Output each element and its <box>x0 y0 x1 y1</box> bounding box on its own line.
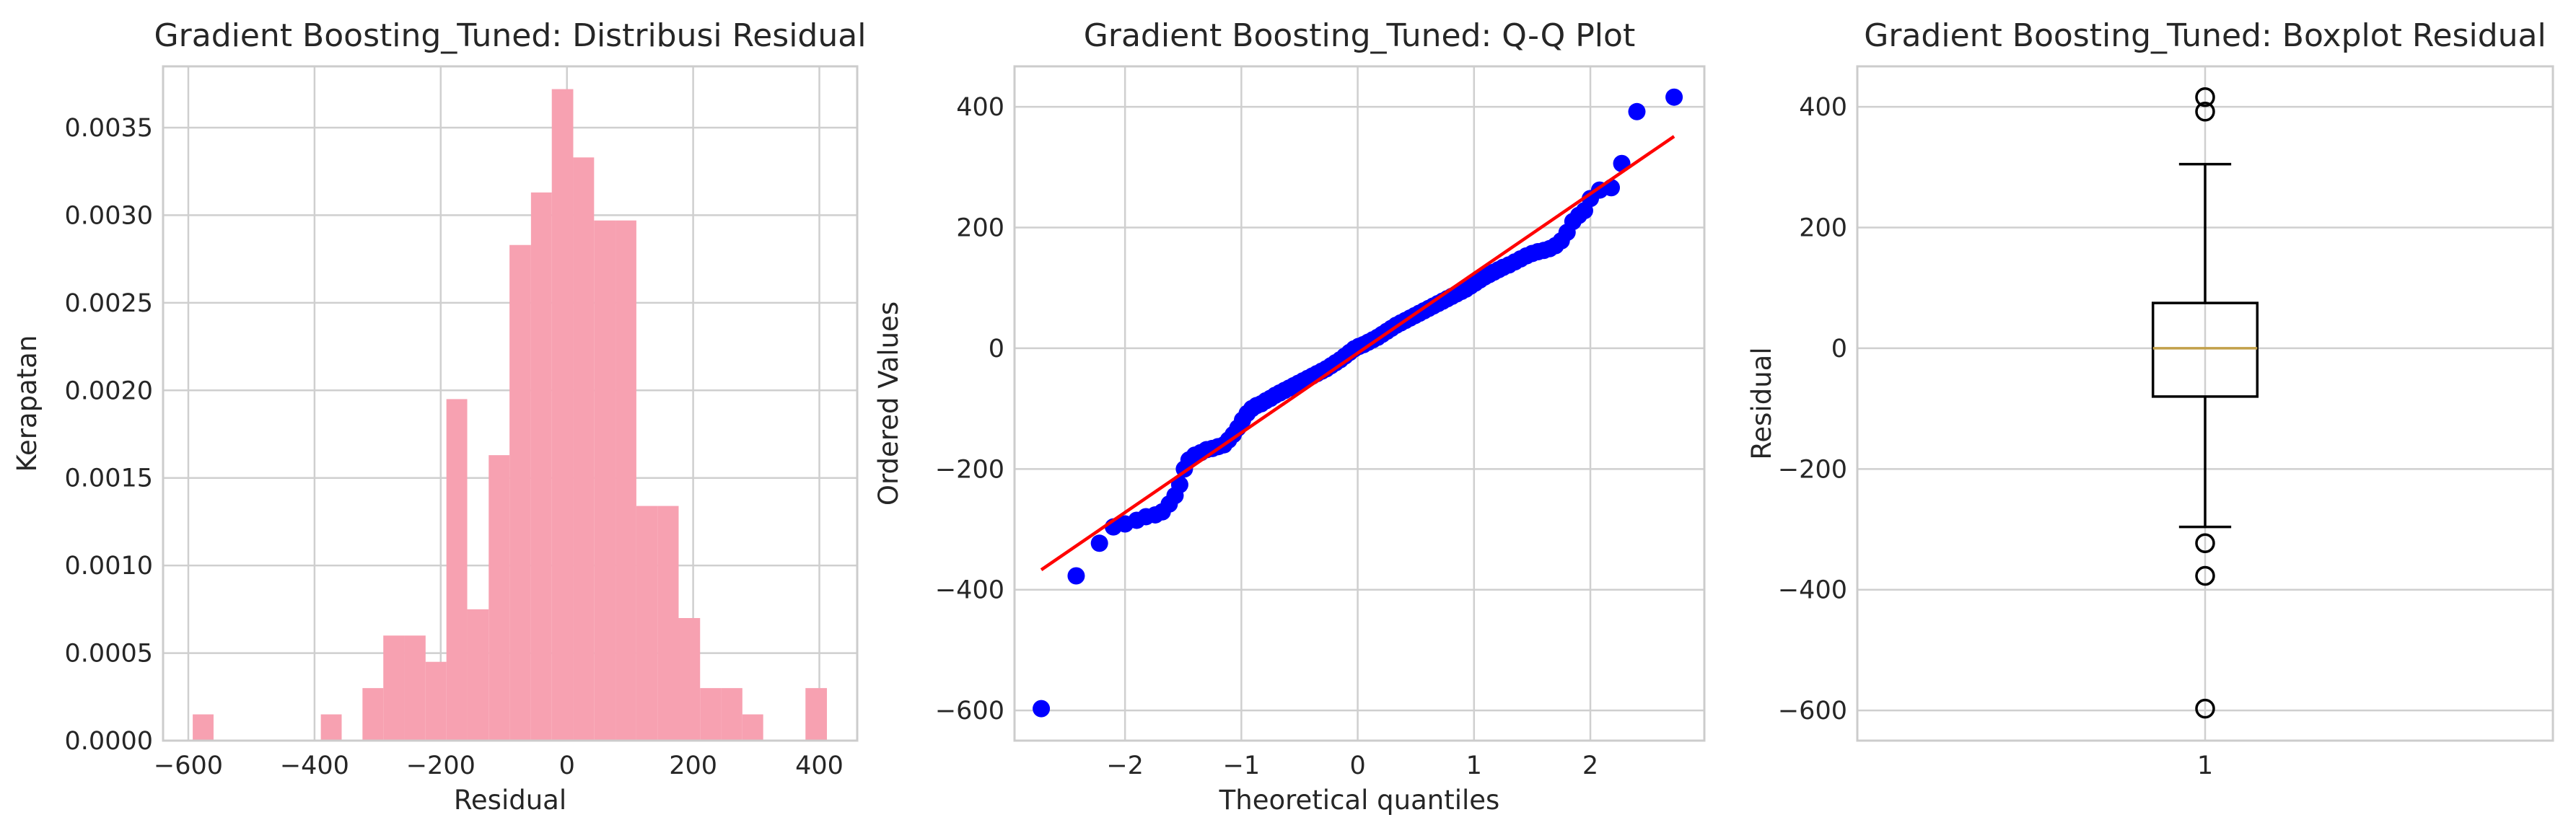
box-iqr <box>2151 301 2259 398</box>
y-tick-label: 0.0010 <box>65 552 153 581</box>
y-tick-label: 0.0015 <box>65 464 153 493</box>
y-tick-label: 0.0000 <box>65 727 153 756</box>
histogram-bar <box>678 618 701 741</box>
qq-point <box>1033 700 1051 718</box>
histogram-bar <box>383 635 405 741</box>
histogram-bar <box>362 688 384 741</box>
x-axis-label: Residual <box>454 785 566 816</box>
histogram-bar <box>636 506 658 741</box>
y-tick-label: 200 <box>956 213 1004 242</box>
x-tick-label: 1 <box>1466 751 1482 780</box>
histogram-bar <box>425 661 447 741</box>
y-tick-label: −400 <box>935 576 1004 605</box>
chart-title: Gradient Boosting_Tuned: Distribusi Resi… <box>154 17 867 54</box>
outlier-point <box>2195 533 2215 554</box>
x-tick-label: −2 <box>1106 751 1144 780</box>
histogram-bar <box>530 192 552 741</box>
x-tick-label: 400 <box>795 751 844 780</box>
histogram-bar <box>721 688 742 741</box>
y-tick-label: 0.0005 <box>65 640 153 669</box>
qq-plot-panel: −2 −1 0 1 2 −600 −400 −200 0 200 400 Gradient Boost… <box>873 17 1706 816</box>
y-tick-label: 0 <box>989 335 1004 363</box>
outlier-point <box>2195 102 2215 122</box>
y-tick-label: 0.0030 <box>65 201 153 230</box>
outlier-point <box>2195 698 2215 719</box>
histogram-bar <box>805 688 828 741</box>
histogram-bar <box>489 455 510 741</box>
y-tick-label: 400 <box>956 93 1004 122</box>
histogram-bar <box>467 609 489 741</box>
y-tick-label: 0.0035 <box>65 114 153 143</box>
y-tick-label: 200 <box>1799 213 1847 242</box>
axes-frame <box>1856 65 2554 742</box>
qq-point <box>1090 534 1108 552</box>
y-axis-label: Kerapatan <box>12 335 43 472</box>
x-tick-label: −400 <box>280 751 349 780</box>
y-tick-label: −400 <box>1778 576 1847 605</box>
x-tick-label: 2 <box>1582 751 1598 780</box>
y-tick-label: −600 <box>1778 697 1847 725</box>
histogram-bar <box>320 714 342 741</box>
x-tick-label: −600 <box>154 751 223 780</box>
histogram-bar <box>446 399 468 741</box>
histogram-bar <box>657 506 679 741</box>
qq-point <box>1170 476 1188 494</box>
y-tick-label: 0.0025 <box>65 289 153 318</box>
qq-point <box>1628 102 1646 120</box>
histogram-bar <box>404 635 426 741</box>
histogram-panel: −600 −400 −200 0 200 400 0.0000 0.0005 0.0010 0.0… <box>12 17 866 816</box>
y-axis-label: Residual <box>1746 347 1777 459</box>
histogram-bar <box>742 714 763 741</box>
x-tick-label: 1 <box>2197 751 2213 780</box>
x-tick-label: −200 <box>406 751 476 780</box>
y-tick-label: 0.0020 <box>65 376 153 405</box>
qq-point <box>1665 88 1683 106</box>
y-tick-label: −600 <box>935 697 1004 725</box>
y-tick-label: 400 <box>1799 93 1847 122</box>
x-tick-label: −1 <box>1223 751 1261 780</box>
histogram-bar <box>700 688 722 741</box>
x-axis-label: Theoretical quantiles <box>1219 785 1500 816</box>
x-tick-label: 0 <box>1349 751 1365 780</box>
histogram-bar <box>615 220 636 741</box>
x-tick-label: 0 <box>559 751 575 780</box>
y-tick-label: −200 <box>1778 455 1847 484</box>
qq-point <box>1067 567 1085 585</box>
y-tick-label: −200 <box>935 455 1004 484</box>
histogram-bar <box>551 89 574 741</box>
axes-frame <box>162 65 859 742</box>
boxplot-panel: 1 −600 −400 −200 0 200 400 Gradient Boosting_Tu… <box>1746 17 2554 780</box>
chart-title: Gradient Boosting_Tuned: Boxplot Residua… <box>1864 17 2546 54</box>
x-tick-label: 200 <box>669 751 717 780</box>
histogram-bar <box>594 220 616 741</box>
histogram-bar <box>193 714 214 741</box>
y-tick-label: 0 <box>1831 335 1847 363</box>
y-axis-label: Ordered Values <box>873 301 904 506</box>
histogram-bar <box>509 244 531 741</box>
chart-title: Gradient Boosting_Tuned: Q-Q Plot <box>1084 17 1635 54</box>
axes-frame <box>1013 65 1706 742</box>
outlier-point <box>2195 565 2215 586</box>
qq-fit-line <box>1040 135 1675 571</box>
histogram-bar <box>573 157 595 741</box>
outlier-point <box>2195 87 2215 107</box>
